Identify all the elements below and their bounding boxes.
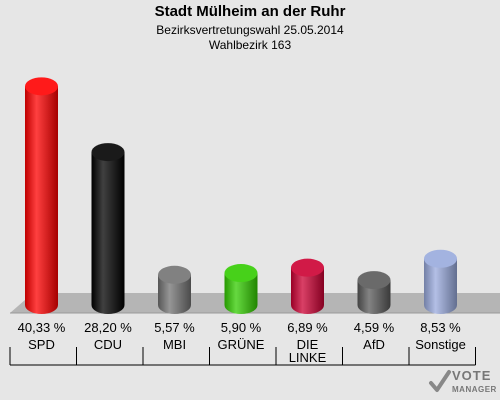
checkmark-icon: [429, 370, 451, 392]
value-label: 28,20 %: [84, 320, 132, 335]
bar-die-linke: [291, 258, 324, 314]
chart-subtitle: Bezirksvertretungswahl 25.05.2014: [156, 23, 344, 37]
category-label: DIE: [297, 337, 319, 352]
value-label: 8,53 %: [420, 320, 461, 335]
category-label: MBI: [163, 337, 186, 352]
bar-sonstige: [424, 249, 457, 314]
bar-mbi: [158, 265, 191, 314]
category-label: SPD: [28, 337, 55, 352]
bar-grüne: [224, 264, 258, 314]
value-label: 4,59 %: [354, 320, 395, 335]
district-label: Wahlbezirk 163: [208, 38, 292, 52]
vote-manager-logo: [429, 370, 451, 392]
category-label: GRÜNE: [218, 337, 265, 352]
value-label: 40,33 %: [18, 320, 66, 335]
bar-afd: [357, 271, 391, 314]
value-label: 6,89 %: [287, 320, 328, 335]
value-label: 5,57 %: [154, 320, 195, 335]
category-label: Sonstige: [415, 337, 466, 352]
logo-text-manager: MANAGER: [452, 385, 497, 394]
category-label: CDU: [94, 337, 122, 352]
bar-spd: [25, 77, 58, 314]
category-label: AfD: [363, 337, 385, 352]
bar-cdu: [91, 143, 125, 314]
chart-title: Stadt Mülheim an der Ruhr: [154, 3, 346, 20]
value-label: 5,90 %: [221, 320, 262, 335]
category-label: LINKE: [289, 350, 327, 365]
logo-text-vote: VOTE: [452, 368, 492, 383]
